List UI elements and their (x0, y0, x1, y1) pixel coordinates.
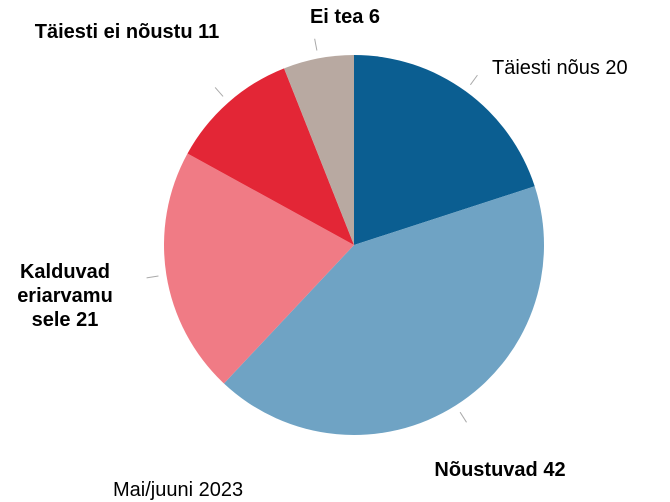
label-value: 21 (76, 309, 99, 331)
label-value: 11 (198, 21, 220, 43)
leader-line (459, 411, 467, 423)
pie-slice (187, 68, 354, 245)
slice-label: Ei tea 6 (260, 5, 430, 29)
label-name: Täiesti nõus (492, 57, 600, 79)
slice-label: Kalduvad eriarvamusele 21 (14, 260, 116, 332)
leader-line (214, 87, 224, 97)
label-value: 6 (368, 6, 381, 28)
label-value: 20 (605, 57, 628, 79)
pie-slice (164, 153, 354, 384)
pie-slice (223, 186, 545, 435)
pie-slice (354, 55, 535, 245)
label-name: Ei tea (309, 6, 364, 28)
slice-label: Täiesti ei nõustu 11 (27, 20, 227, 44)
pie-slice (284, 55, 354, 245)
leader-line (469, 74, 478, 86)
caption: Mai/juuni 2023 (113, 479, 244, 501)
leader-line (314, 38, 318, 51)
leader-line (146, 275, 159, 279)
slice-label: Täiesti nõus 20 (492, 56, 628, 80)
label-name: Täiesti ei nõustu (34, 21, 193, 43)
label-name: Nõustuvad (434, 459, 538, 481)
label-name: Kalduvad eriarvamusele (17, 261, 113, 331)
label-value: 42 (543, 459, 566, 481)
slice-label: Nõustuvad 42 (400, 458, 600, 482)
